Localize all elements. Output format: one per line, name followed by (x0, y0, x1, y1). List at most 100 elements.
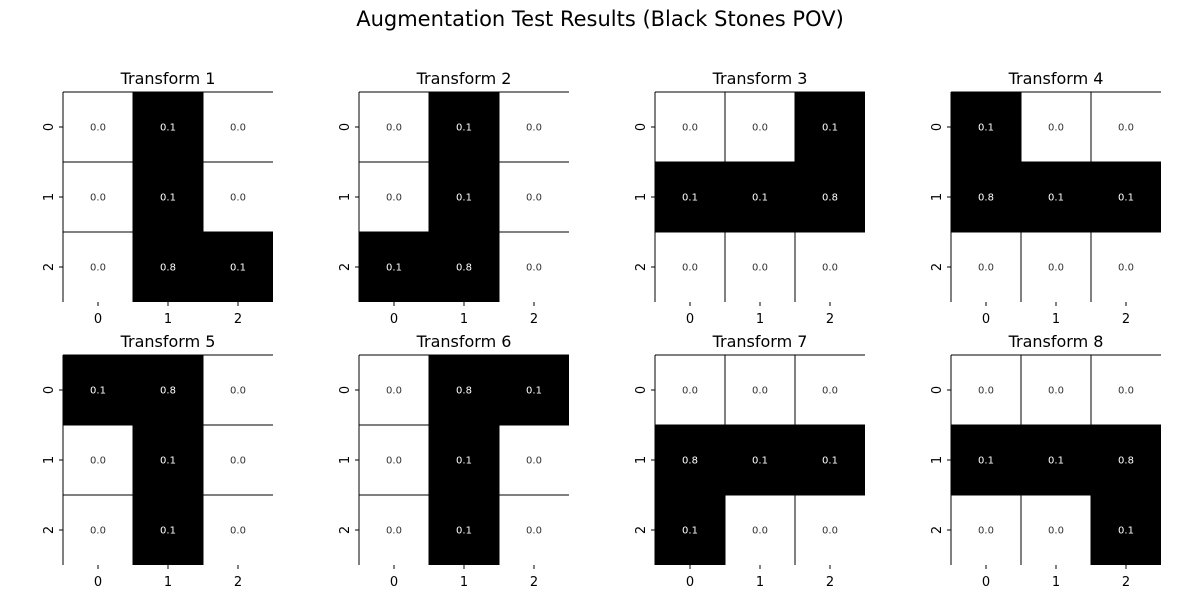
cell-value-label: 0.1 (160, 456, 176, 467)
cell-value-label: 0.0 (526, 123, 542, 134)
x-tick-label: 2 (1122, 312, 1130, 327)
heatmap-cell (795, 355, 865, 425)
cell-value-label: 0.1 (1048, 456, 1064, 467)
cell-value-label: 0.0 (386, 526, 402, 537)
heatmap-cell (133, 495, 203, 565)
x-tick-label: 1 (460, 575, 468, 590)
heatmap-cell (1091, 162, 1161, 232)
heatmap-cell (951, 425, 1021, 495)
cell-value-label: 0.1 (1048, 193, 1064, 204)
x-tick-label: 2 (530, 575, 538, 590)
cell-value-label: 0.0 (230, 526, 246, 537)
cell-value-label: 0.0 (90, 456, 106, 467)
cell-value-label: 0.1 (978, 123, 994, 134)
heatmap-cell (795, 162, 865, 232)
heatmap-cell (203, 355, 273, 425)
cell-value-label: 0.0 (230, 456, 246, 467)
heatmap-cell (499, 425, 569, 495)
x-tick-label: 2 (826, 312, 834, 327)
heatmap-cell (725, 495, 795, 565)
y-tick-label: 0 (42, 386, 57, 394)
heatmap-cell (951, 162, 1021, 232)
y-tick-label: 1 (930, 456, 945, 464)
cell-value-label: 0.1 (682, 526, 698, 537)
x-tick-label: 0 (94, 312, 102, 327)
cell-value-label: 0.0 (1048, 526, 1064, 537)
heatmap-cell (1091, 495, 1161, 565)
cell-value-label: 0.0 (230, 193, 246, 204)
heatmap-cell (951, 92, 1021, 162)
y-tick-label: 1 (634, 193, 649, 201)
cell-value-label: 0.1 (230, 263, 246, 274)
heatmap-cell (725, 92, 795, 162)
heatmap-cell (655, 162, 725, 232)
heatmap-cell (133, 425, 203, 495)
panel-title: Transform 2 (416, 69, 512, 88)
heatmap-cell (63, 425, 133, 495)
x-tick-label: 0 (982, 312, 990, 327)
heatmap-cell (1021, 92, 1091, 162)
heatmap-cell (1021, 232, 1091, 302)
cell-value-label: 0.1 (456, 193, 472, 204)
heatmap-cell (655, 355, 725, 425)
x-tick-label: 1 (164, 312, 172, 327)
cell-value-label: 0.0 (682, 386, 698, 397)
heatmap-cell (359, 495, 429, 565)
y-tick-label: 0 (338, 386, 353, 394)
x-tick-label: 0 (686, 575, 694, 590)
cell-value-label: 0.0 (1118, 263, 1134, 274)
x-tick-label: 0 (390, 575, 398, 590)
heatmap-cell (1091, 355, 1161, 425)
cell-value-label: 0.0 (386, 193, 402, 204)
x-tick-label: 1 (164, 575, 172, 590)
y-tick-label: 1 (338, 193, 353, 201)
cell-value-label: 0.0 (1048, 123, 1064, 134)
cell-value-label: 0.1 (386, 263, 402, 274)
heatmap-cell (655, 495, 725, 565)
heatmap-cell (63, 92, 133, 162)
heatmap-cell (795, 495, 865, 565)
x-tick-label: 0 (390, 312, 398, 327)
cell-value-label: 0.0 (90, 526, 106, 537)
heatmap-panel-6: Transform 6 0.0 0.8 0.1 0.0 0.1 0.0 0.0 0.1 0.0 0 1… (338, 332, 569, 590)
heatmap-panel-8: Transform 8 0.0 0.0 0.0 0.1 0.1 0.8 0.0 0.0 0.1 0 1… (930, 332, 1161, 590)
panel-title: Transform 1 (120, 69, 216, 88)
y-tick-label: 2 (338, 263, 353, 271)
heatmap-cell (359, 425, 429, 495)
heatmap-cell (359, 92, 429, 162)
heatmap-cell (429, 355, 499, 425)
cell-value-label: 0.0 (526, 263, 542, 274)
panel-title: Transform 5 (120, 332, 216, 351)
y-tick-label: 2 (338, 526, 353, 534)
cell-value-label: 0.0 (752, 123, 768, 134)
heatmap-cell (63, 355, 133, 425)
heatmap-cell (1091, 232, 1161, 302)
y-tick-label: 2 (634, 526, 649, 534)
heatmap-cell (951, 495, 1021, 565)
cell-value-label: 0.8 (456, 386, 472, 397)
heatmap-cell (429, 232, 499, 302)
cell-value-label: 0.0 (526, 193, 542, 204)
cell-value-label: 0.8 (978, 193, 994, 204)
x-tick-label: 0 (94, 575, 102, 590)
y-tick-label: 2 (634, 263, 649, 271)
cell-value-label: 0.1 (160, 193, 176, 204)
y-tick-label: 0 (634, 123, 649, 131)
heatmap-cell (203, 425, 273, 495)
x-tick-label: 0 (686, 312, 694, 327)
panel-title: Transform 3 (712, 69, 808, 88)
cell-value-label: 0.0 (90, 123, 106, 134)
cell-value-label: 0.1 (90, 386, 106, 397)
cell-value-label: 0.1 (752, 456, 768, 467)
cell-value-label: 0.0 (978, 386, 994, 397)
heatmap-panel-1: Transform 1 0.0 0.1 0.0 0.0 0.1 0.0 0.0 0.8 0.1 0 1… (42, 69, 273, 327)
heatmap-cell (133, 232, 203, 302)
y-tick-label: 0 (930, 123, 945, 131)
heatmap-cell (133, 92, 203, 162)
x-tick-label: 2 (234, 575, 242, 590)
heatmap-cell (499, 355, 569, 425)
cell-value-label: 0.1 (978, 456, 994, 467)
heatmap-cell (203, 162, 273, 232)
cell-value-label: 0.0 (526, 526, 542, 537)
y-tick-label: 0 (42, 123, 57, 131)
